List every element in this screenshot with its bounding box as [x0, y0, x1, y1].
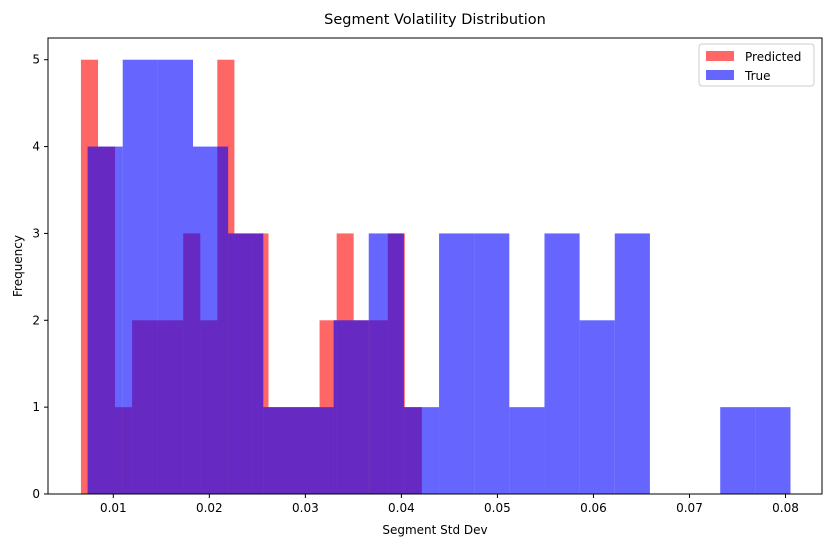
histogram-bar-true-19 — [755, 407, 791, 494]
x-tick-label: 0.05 — [484, 501, 511, 515]
plot-frame — [47, 37, 823, 495]
histogram-bar-true-1 — [122, 59, 158, 494]
legend-label-true: True — [744, 69, 771, 83]
x-tick-label: 0.06 — [580, 501, 607, 515]
histogram-bar-true-11 — [474, 233, 510, 494]
y-axis-label: Frequency — [11, 235, 25, 297]
histogram-bar-true-2 — [157, 59, 194, 494]
x-axis-label: Segment Std Dev — [382, 523, 487, 537]
histogram-bar-true-3 — [193, 146, 229, 495]
histogram-bar-true-7 — [333, 320, 369, 494]
y-axis: 0 1 2 3 4 5 — [32, 53, 48, 501]
legend-swatch-true — [706, 70, 734, 80]
x-tick-label: 0.02 — [196, 501, 223, 515]
histogram-bar-true-13 — [544, 233, 580, 494]
y-tick-label: 3 — [32, 226, 40, 240]
x-tick-label: 0.04 — [388, 501, 415, 515]
x-tick-label: 0.08 — [772, 501, 799, 515]
y-tick-label: 5 — [32, 53, 40, 67]
histogram-bar-true-4 — [228, 233, 264, 494]
histogram-bar-true-12 — [509, 407, 545, 494]
histogram-bar-true-8 — [368, 233, 404, 494]
legend-swatch-predicted — [706, 51, 734, 61]
chart-title: Segment Volatility Distribution — [324, 12, 546, 28]
histogram-bar-true-9 — [403, 407, 440, 494]
histogram-bar-true-6 — [298, 407, 334, 494]
x-tick-label: 0.07 — [676, 501, 703, 515]
histogram-bar-true-10 — [439, 233, 475, 494]
y-tick-label: 2 — [32, 313, 40, 327]
histogram-bar-true-0 — [87, 146, 123, 495]
histogram-bar-true-5 — [263, 407, 299, 494]
histogram-bar-true-15 — [614, 233, 650, 494]
x-tick-label: 0.01 — [100, 501, 127, 515]
legend: Predicted True — [698, 43, 815, 87]
histogram-bar-true-18 — [720, 407, 756, 494]
y-tick-label: 4 — [32, 140, 40, 154]
y-tick-label: 0 — [32, 487, 40, 501]
legend-label-predicted: Predicted — [745, 50, 801, 64]
x-tick-label: 0.03 — [292, 501, 319, 515]
bars-layer — [80, 59, 791, 495]
x-axis: 0.01 0.02 0.03 0.04 0.05 0.06 0.07 0.08 — [100, 494, 799, 515]
histogram-bar-true-14 — [579, 320, 615, 494]
y-tick-label: 1 — [32, 400, 40, 414]
